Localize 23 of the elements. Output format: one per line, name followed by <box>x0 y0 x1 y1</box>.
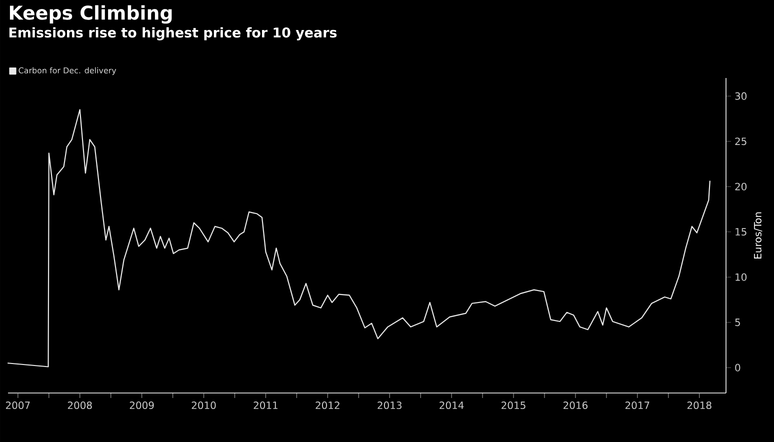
y-tick-label: 30 <box>735 92 747 100</box>
x-tick-label: 2011 <box>254 401 278 410</box>
x-tick-label: 2016 <box>564 401 588 410</box>
x-tick-label: 2018 <box>687 401 712 410</box>
x-tick-label: 2009 <box>130 401 154 410</box>
x-tick-label: 2008 <box>68 401 92 410</box>
y-tick-label: 20 <box>735 182 747 190</box>
x-tick-label: 2017 <box>625 401 650 410</box>
x-tick-label: 2010 <box>192 401 216 410</box>
x-tick-label: 2012 <box>316 401 340 410</box>
y-tick-label: 10 <box>736 273 747 281</box>
y-tick-label: 0 <box>735 364 740 372</box>
chart-subtitle: Emissions rise to highest price for 10 years <box>9 27 337 40</box>
x-tick-label: 2015 <box>502 401 526 410</box>
x-tick-label: 2014 <box>440 401 464 410</box>
y-axis-title: Euros/Ton <box>754 212 762 258</box>
x-tick-label: 2007 <box>6 401 30 410</box>
y-tick-label: 15 <box>736 228 746 236</box>
x-tick-label: 2013 <box>378 401 402 410</box>
y-tick-label: 25 <box>735 138 746 146</box>
line-series <box>7 109 710 368</box>
y-tick-label: 5 <box>735 318 740 326</box>
chart-title: Keeps Climbing <box>10 5 172 24</box>
